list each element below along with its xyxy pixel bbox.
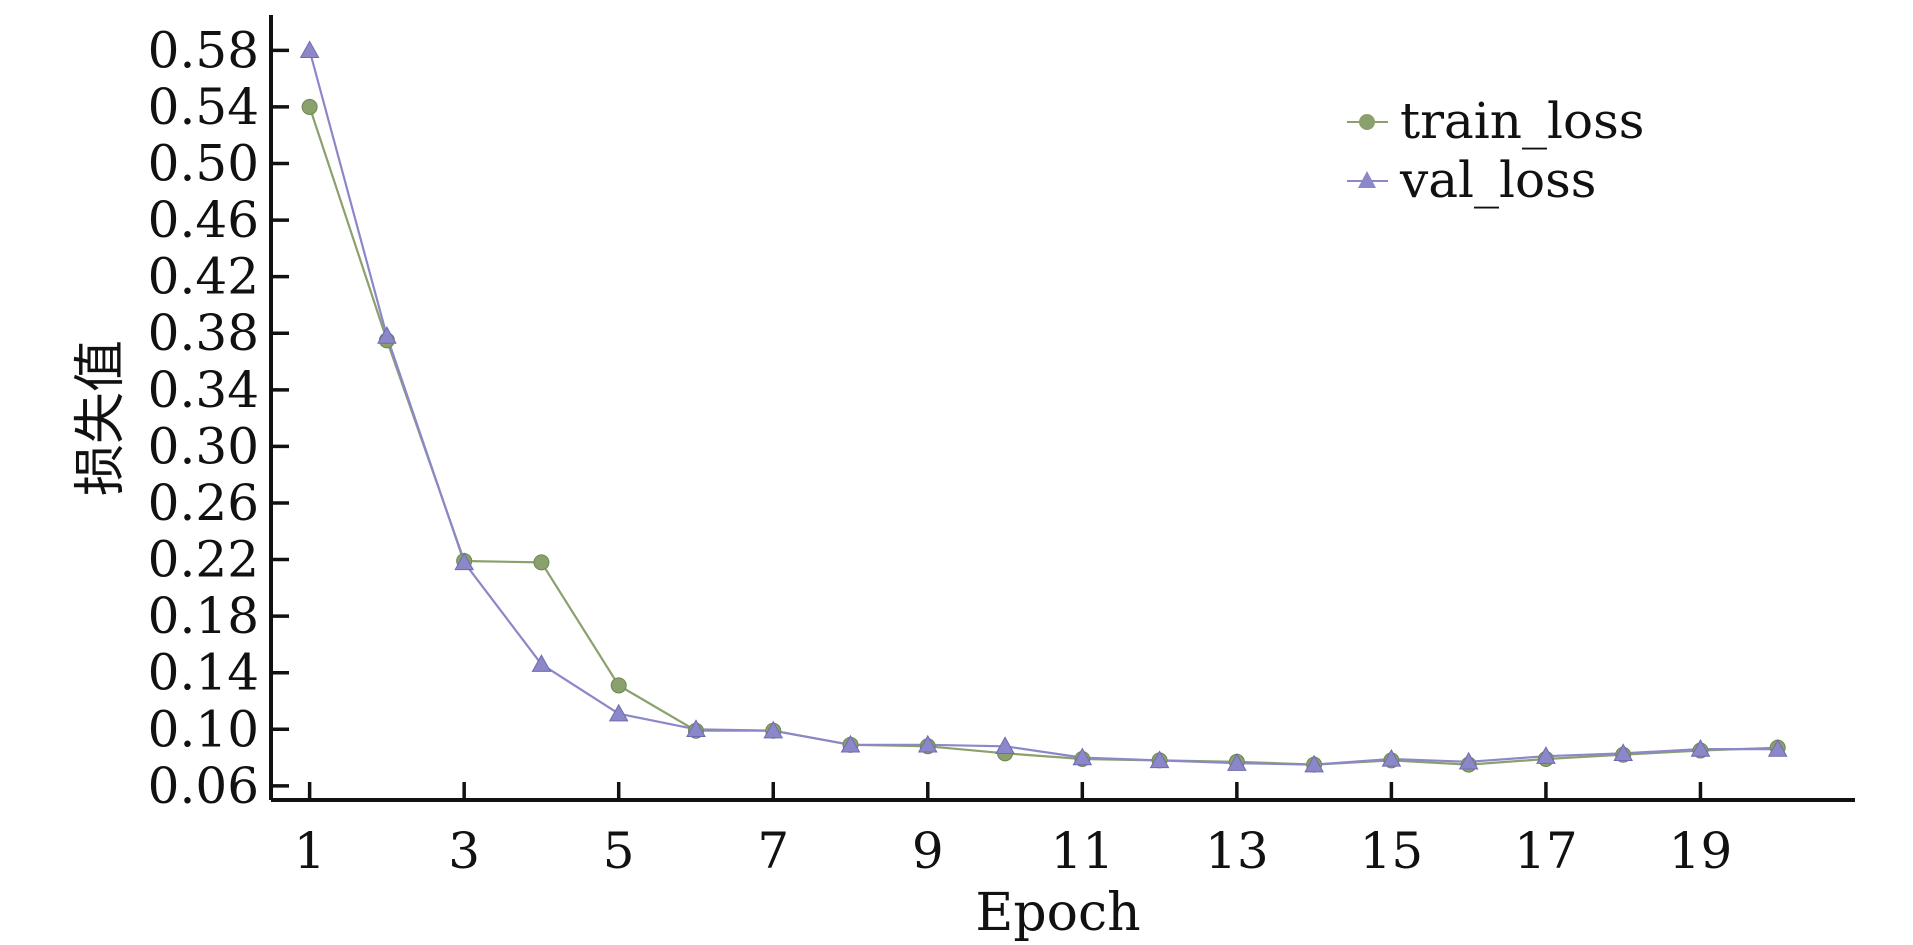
data-point-train-loss (610, 677, 627, 694)
legend-entry-val-loss: val_loss (1347, 151, 1596, 209)
data-point-val-loss (840, 734, 861, 753)
data-point-val-loss (917, 734, 938, 753)
x-tick-label: 15 (1360, 822, 1424, 880)
x-tick-label: 11 (1051, 822, 1115, 880)
data-point-val-loss (763, 720, 784, 739)
x-tick-label: 3 (448, 822, 480, 880)
y-tick-label: 0.10 (148, 700, 259, 758)
data-point-val-loss (299, 40, 320, 59)
data-point-val-loss (1458, 751, 1479, 770)
data-point-val-loss (1149, 750, 1170, 769)
data-point-val-loss (377, 326, 397, 344)
y-tick-label: 0.46 (148, 191, 259, 249)
data-point-val-loss (608, 703, 629, 722)
series-lines (308, 50, 1778, 766)
data-point-val-loss (1690, 739, 1711, 757)
legend-label-val-loss: val_loss (1399, 151, 1596, 209)
legend-entry-train-loss: train_loss (1347, 92, 1644, 150)
data-point-val-loss (531, 654, 552, 672)
y-tick-label: 0.30 (148, 417, 259, 475)
data-point-val-loss (1227, 753, 1247, 771)
y-axis-label: 损失值 (71, 340, 131, 496)
y-tick-label: 0.50 (148, 135, 259, 193)
y-tick-label: 0.42 (148, 248, 259, 306)
data-point-train-loss (301, 98, 318, 115)
legend-label-train-loss: train_loss (1400, 92, 1644, 150)
legend: train_loss val_loss (1347, 92, 1644, 209)
y-tick-label: 0.26 (148, 474, 259, 532)
x-tick-label: 13 (1205, 822, 1269, 880)
x-tick-label: 19 (1669, 822, 1733, 880)
x-tick-label: 7 (757, 822, 789, 880)
legend-marker-val-loss (1358, 171, 1376, 188)
data-point-val-loss (454, 552, 475, 571)
x-ticks: 1 3 5 7 9 11 13 15 17 19 (294, 782, 1733, 880)
y-tick-label: 0.38 (148, 304, 259, 362)
x-tick-label: 9 (912, 822, 944, 880)
x-axis-label: Epoch (975, 883, 1140, 943)
y-tick-label: 0.34 (148, 361, 259, 419)
y-tick-label: 0.22 (148, 531, 259, 589)
data-point-val-loss (1767, 739, 1788, 757)
data-point-val-loss (686, 719, 706, 737)
series-line-val-loss (308, 50, 1778, 766)
data-point-train-loss (533, 554, 550, 571)
y-tick-label: 0.18 (148, 587, 259, 645)
y-tick-label: 0.06 (148, 757, 259, 815)
y-ticks: 0.060.100.140.180.220.260.300.340.380.42… (148, 21, 289, 815)
x-tick-label: 5 (603, 822, 635, 880)
series-line-train-loss (308, 106, 1778, 766)
y-tick-label: 0.58 (148, 21, 259, 79)
axes (269, 15, 1855, 802)
data-point-val-loss (1304, 754, 1324, 773)
x-tick-label: 17 (1514, 822, 1578, 880)
data-point-val-loss (1613, 743, 1634, 762)
data-point-val-loss (1536, 746, 1556, 764)
data-point-val-loss (1381, 748, 1402, 767)
y-tick-label: 0.54 (148, 78, 259, 136)
x-tick-label: 1 (294, 822, 326, 880)
data-point-val-loss (995, 736, 1015, 754)
y-tick-label: 0.14 (148, 644, 259, 702)
legend-marker-train-loss (1359, 114, 1375, 130)
series-markers (299, 40, 1788, 773)
data-point-val-loss (1072, 747, 1093, 766)
